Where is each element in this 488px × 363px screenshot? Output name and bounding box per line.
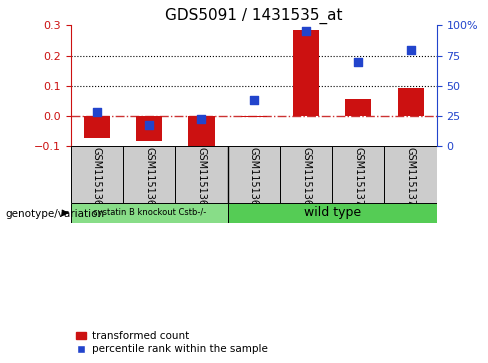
FancyBboxPatch shape: [332, 146, 385, 203]
Legend: transformed count, percentile rank within the sample: transformed count, percentile rank withi…: [76, 331, 267, 354]
Point: [407, 46, 414, 52]
Point: [302, 29, 310, 34]
Point: [354, 59, 362, 65]
Text: GSM1151370: GSM1151370: [353, 147, 364, 212]
Title: GDS5091 / 1431535_at: GDS5091 / 1431535_at: [165, 8, 343, 24]
FancyBboxPatch shape: [71, 146, 123, 203]
Text: GSM1151365: GSM1151365: [92, 147, 102, 212]
Text: GSM1151366: GSM1151366: [144, 147, 154, 212]
Text: genotype/variation: genotype/variation: [5, 209, 104, 219]
Bar: [398, 88, 424, 116]
FancyBboxPatch shape: [385, 146, 437, 203]
FancyBboxPatch shape: [123, 146, 175, 203]
Bar: [188, 116, 215, 147]
FancyBboxPatch shape: [227, 146, 280, 203]
Text: wild type: wild type: [304, 207, 361, 219]
Text: GSM1151371: GSM1151371: [406, 147, 416, 212]
Text: GSM1151367: GSM1151367: [197, 147, 206, 212]
Text: GSM1151369: GSM1151369: [301, 147, 311, 212]
FancyBboxPatch shape: [280, 146, 332, 203]
Point: [145, 123, 153, 129]
Bar: [293, 30, 319, 116]
Point: [198, 117, 205, 122]
Point: [250, 97, 258, 103]
FancyBboxPatch shape: [71, 203, 227, 223]
Text: cystatin B knockout Cstb-/-: cystatin B knockout Cstb-/-: [93, 208, 206, 217]
Bar: [241, 116, 267, 117]
Bar: [84, 116, 110, 138]
FancyBboxPatch shape: [175, 146, 227, 203]
Bar: [136, 116, 162, 140]
Text: GSM1151368: GSM1151368: [249, 147, 259, 212]
FancyBboxPatch shape: [227, 203, 437, 223]
Bar: [346, 99, 371, 116]
Point: [93, 109, 101, 115]
